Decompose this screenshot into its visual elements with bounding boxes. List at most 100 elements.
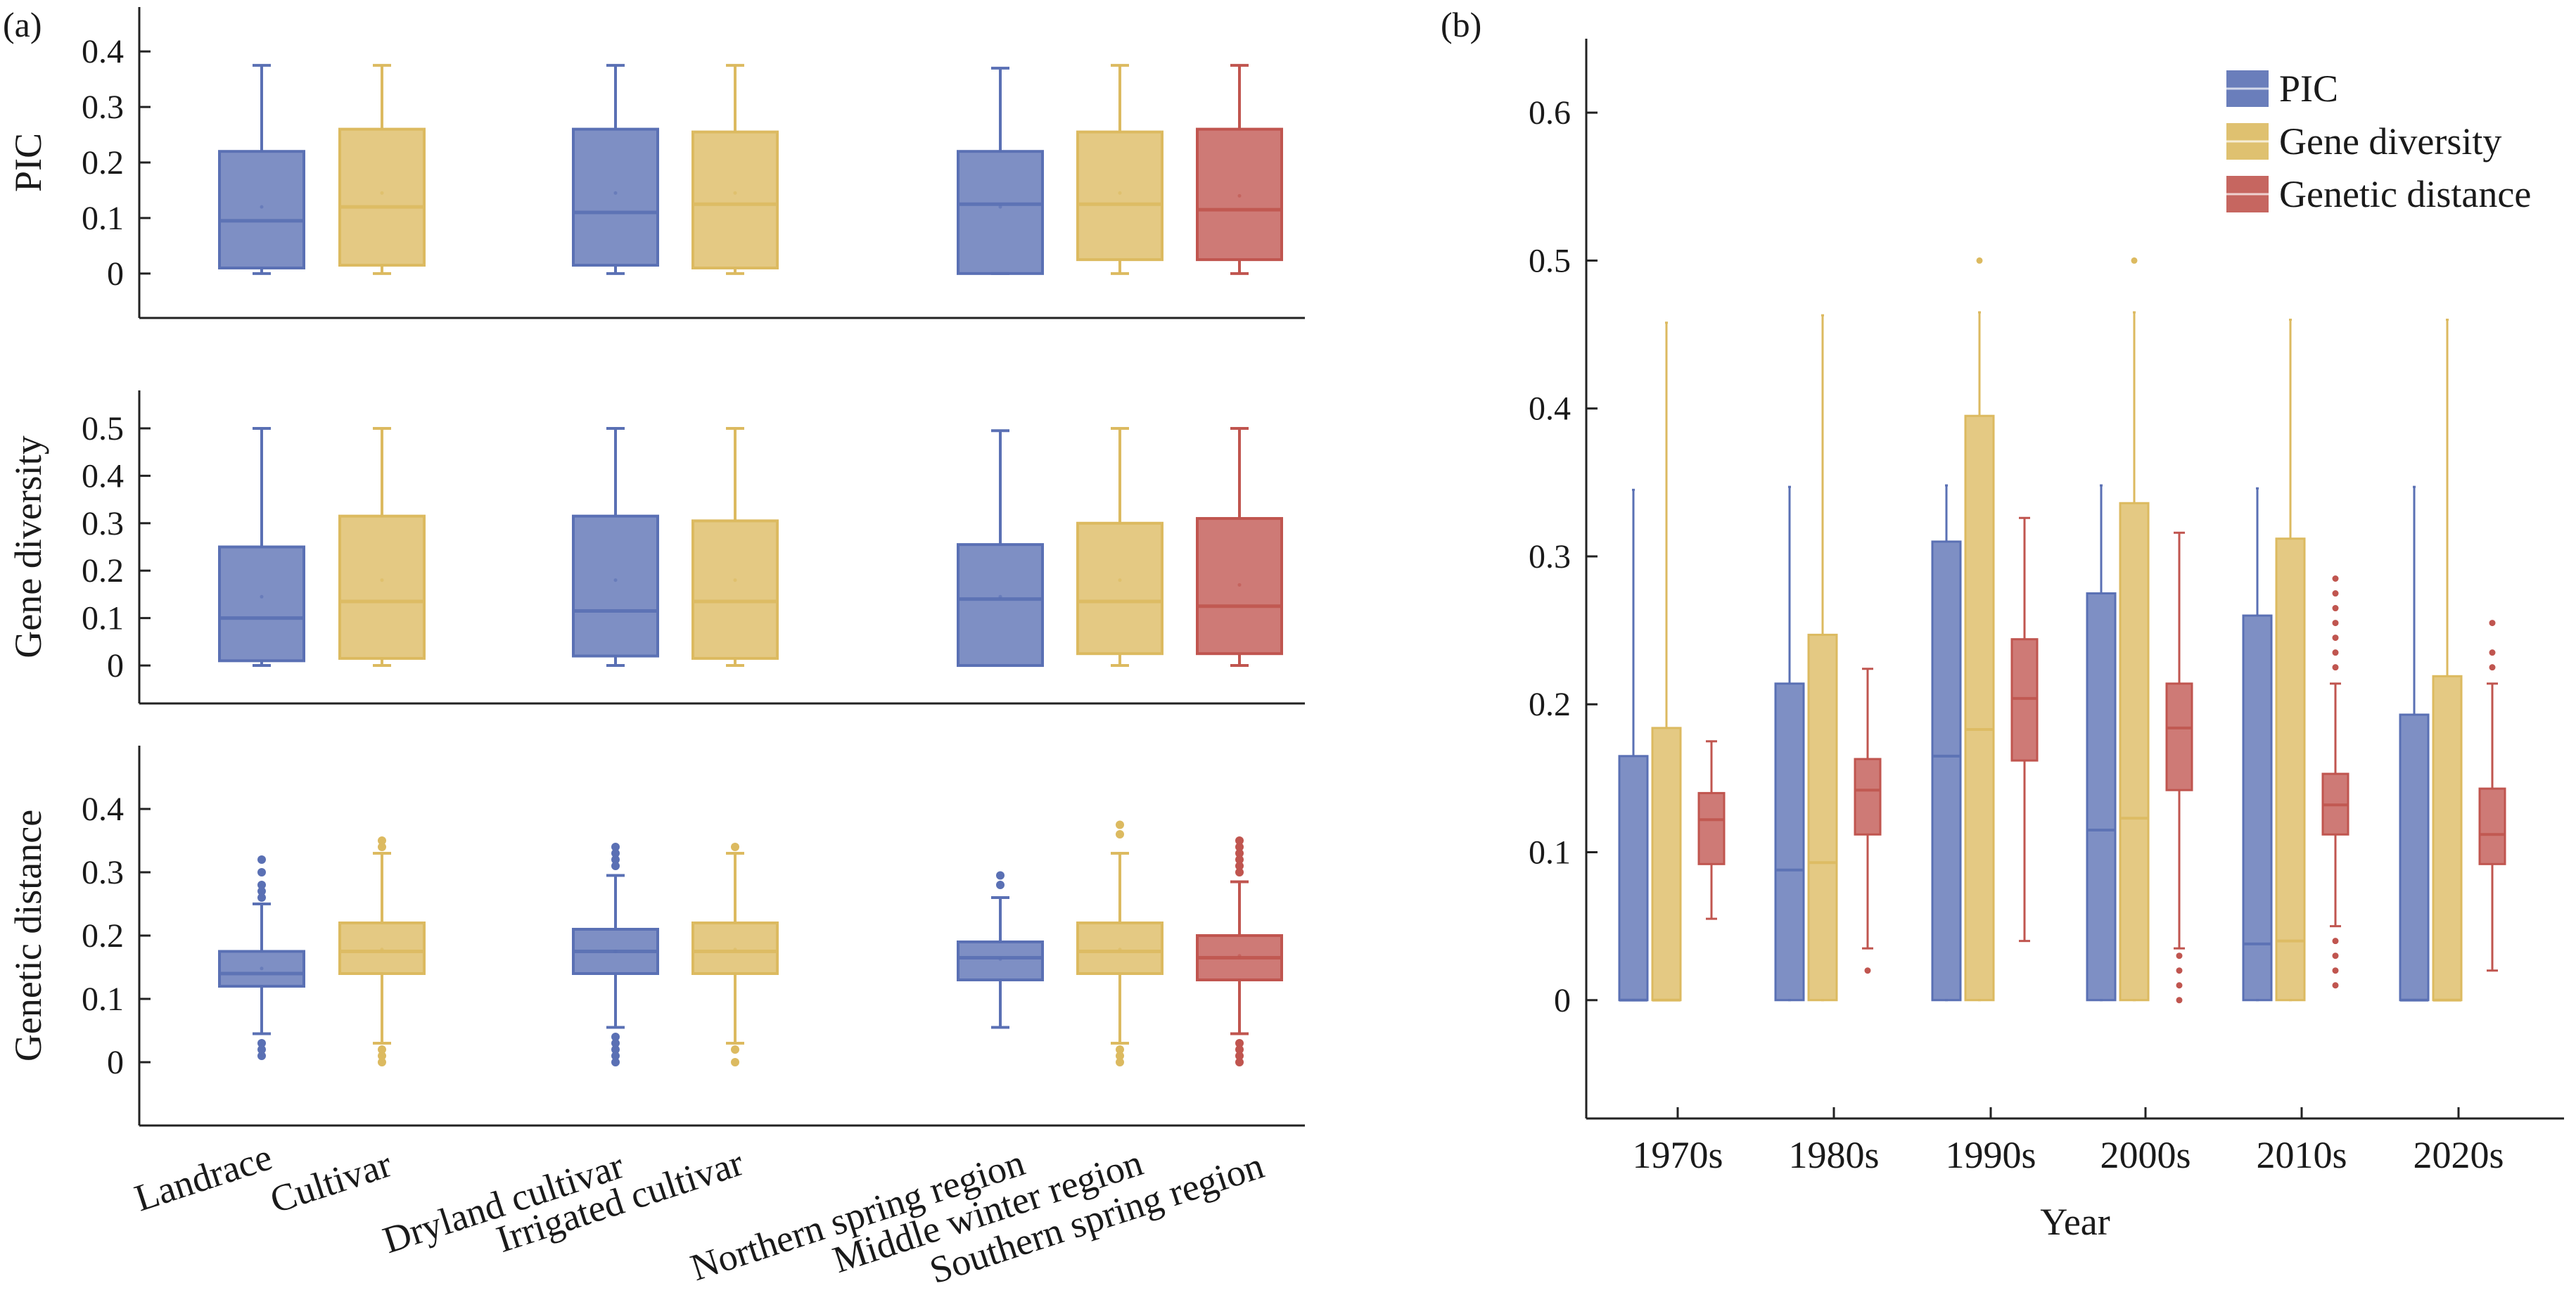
box-body (218, 545, 305, 663)
subplot-3: 0 0.1 0.2 0.3 0.4 Genetic distance (7, 746, 1305, 1127)
legend-label: Gene diversity (2279, 120, 2501, 162)
outlier-point (1116, 820, 1124, 829)
x-category-label: Cultivar (265, 1142, 397, 1221)
legend-label: Genetic distance (2279, 173, 2531, 215)
y-tick-label: 0.5 (82, 410, 124, 447)
y-tick-label: 0.4 (82, 457, 124, 495)
box-body (957, 150, 1044, 275)
outlier-point (2332, 967, 2339, 974)
x-axis-title: Year (2040, 1201, 2110, 1243)
box-plot (2321, 575, 2349, 989)
outlier-point (1235, 1045, 1244, 1054)
box-plot (218, 855, 305, 1060)
outlier-point (2332, 635, 2339, 642)
mean-marker (380, 578, 384, 582)
box-body (1651, 727, 1682, 1002)
box-body (957, 543, 1044, 668)
outlier-point (1235, 868, 1244, 876)
outlier-point (257, 1039, 266, 1047)
y-tick-label: 0 (107, 1044, 124, 1081)
box-plot (1931, 484, 1962, 1002)
outlier-point (257, 1045, 266, 1054)
y-tick-label: 0.2 (82, 917, 124, 955)
y-tick-label: 0.2 (82, 552, 124, 589)
box-plot (1964, 257, 1995, 1002)
outlier-point (2176, 952, 2183, 959)
box-plot (1196, 63, 1283, 275)
outlier-point (1976, 257, 1983, 264)
y-tick-label: 0 (107, 255, 124, 293)
box-plot (1774, 485, 1805, 1002)
outlier-point (611, 849, 620, 857)
panel-b: (b) 0 0.1 0.2 0.3 0.4 0.5 0.6 1970s 1980s 1990s 20… (1441, 5, 2564, 1243)
outlier-point (2131, 257, 2138, 264)
mean-marker (380, 191, 384, 195)
box-plot (2432, 319, 2463, 1002)
y-tick-label: 0.4 (82, 791, 124, 828)
outlier-point (1235, 855, 1244, 864)
outlier-point (257, 1052, 266, 1060)
box-plot (1854, 668, 1882, 974)
outlier-point (1235, 836, 1244, 845)
subplot-2: 0 0.1 0.2 0.3 0.4 0.5 Gene diversity (7, 390, 1305, 705)
box-plot (1618, 488, 1649, 1002)
mean-marker (998, 205, 1002, 209)
legend: PIC Gene diversity Genetic distance (2226, 68, 2531, 215)
box-plot (218, 63, 305, 275)
box-body (1854, 758, 1882, 836)
subplot-1: 0 0.1 0.2 0.3 0.4 PIC (7, 7, 1305, 319)
box-plot (338, 836, 426, 1066)
y-tick-label: 0.5 (1529, 242, 1571, 279)
box-plot (2478, 620, 2506, 972)
box-plot (1196, 426, 1283, 668)
box-body (957, 941, 1044, 981)
y-tick-label: 0.3 (1529, 538, 1571, 575)
outlier-point (1116, 1052, 1124, 1060)
box-plot (2119, 257, 2150, 1002)
y-tick-label: 0.6 (1529, 94, 1571, 132)
box-body (2399, 713, 2430, 1002)
box-body (2165, 682, 2193, 791)
y-tick-label: 0.4 (82, 33, 124, 70)
x-category-label: Landrace (129, 1135, 277, 1219)
box-body (338, 127, 426, 267)
outlier-point (1116, 1045, 1124, 1054)
outlier-point (2489, 664, 2496, 671)
y-axis-title: Gene diversity (7, 435, 49, 658)
y-tick-label: 0.1 (82, 600, 124, 637)
y-tick-label: 0.2 (82, 144, 124, 181)
mean-marker (613, 191, 618, 195)
x-tick-label: 2020s (2413, 1134, 2504, 1176)
outlier-point (1116, 1058, 1124, 1066)
box-plot (572, 426, 659, 668)
box-plot (1807, 314, 1838, 1002)
panel-label-b: (b) (1441, 5, 1481, 44)
mean-marker (733, 948, 737, 952)
outlier-point (257, 868, 266, 876)
box-body (2478, 787, 2506, 865)
x-tick-label: 2010s (2256, 1134, 2347, 1176)
x-tick-label: 1990s (1945, 1134, 2036, 1176)
outlier-point (996, 871, 1005, 880)
mean-marker (998, 957, 1002, 961)
mean-marker (1237, 954, 1242, 958)
y-tick-label: 0.3 (82, 854, 124, 891)
outlier-point (611, 1052, 620, 1060)
box-plot (691, 426, 779, 668)
box-plot (338, 426, 426, 668)
box-body (1618, 755, 1649, 1002)
box-body (1076, 130, 1163, 262)
outlier-point (1235, 849, 1244, 857)
outlier-point (257, 855, 266, 864)
box-body (1964, 414, 1995, 1002)
box-body (1774, 682, 1805, 1002)
x-tick-label: 2000s (2100, 1134, 2191, 1176)
box-body (691, 130, 779, 269)
box-body (1931, 540, 1962, 1002)
outlier-point (1235, 1058, 1244, 1066)
outlier-point (611, 843, 620, 851)
box-plot (572, 63, 659, 275)
panel-a: (a) 0 0.1 0.2 0.3 0.4 PIC 0 0.1 0.2 0.3 0.4 0.5 Gene… (3, 5, 1305, 1292)
mean-marker (1118, 191, 1122, 195)
box-plot (2086, 484, 2117, 1002)
